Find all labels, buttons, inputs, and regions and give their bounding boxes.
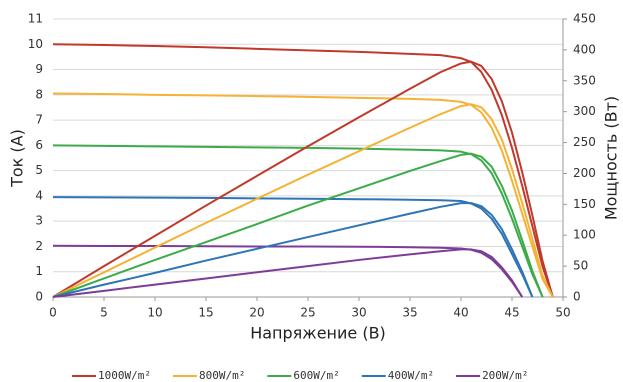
y-tick-label: 7 bbox=[35, 113, 43, 127]
y-tick-label: 10 bbox=[28, 37, 43, 51]
y2-tick-label: 150 bbox=[573, 197, 596, 211]
x-tick-label: 15 bbox=[198, 306, 213, 320]
y-tick-label: 0 bbox=[35, 290, 43, 304]
x-tick-label: 25 bbox=[300, 306, 315, 320]
legend-label: 800W/m² bbox=[199, 369, 245, 382]
y-tick-label: 4 bbox=[35, 188, 43, 202]
x-tick-label: 35 bbox=[402, 306, 417, 320]
y2-tick-label: 350 bbox=[573, 73, 596, 87]
y-tick-label: 5 bbox=[35, 163, 43, 177]
series-line bbox=[52, 60, 554, 298]
series-line bbox=[52, 248, 524, 298]
x-tick-label: 30 bbox=[351, 306, 366, 320]
series-line bbox=[52, 92, 554, 298]
legend-label: 600W/m² bbox=[293, 369, 339, 382]
y2-tick-label: 300 bbox=[573, 104, 596, 118]
y2-tick-label: 50 bbox=[573, 259, 588, 273]
x-tick-label: 5 bbox=[100, 306, 108, 320]
x-tick-label: 50 bbox=[555, 306, 570, 320]
series-line bbox=[52, 43, 554, 298]
y-tick-label: 3 bbox=[35, 214, 43, 228]
series-line bbox=[52, 244, 524, 298]
y-tick-label: 2 bbox=[35, 239, 43, 253]
y-tick-label: 9 bbox=[35, 62, 43, 76]
y-tick-label: 8 bbox=[35, 87, 43, 101]
y2-tick-label: 400 bbox=[573, 42, 596, 56]
y2-tick-label: 250 bbox=[573, 135, 596, 149]
y-tick-label: 11 bbox=[28, 12, 43, 26]
y2-tick-label: 100 bbox=[573, 228, 596, 242]
series-line bbox=[52, 103, 554, 298]
y2-tick-label: 200 bbox=[573, 166, 596, 180]
series-line bbox=[52, 144, 544, 298]
y-tick-label: 1 bbox=[35, 264, 43, 278]
y2-axis-title: Мощность (Вт) bbox=[602, 96, 621, 220]
y-tick-label: 6 bbox=[35, 138, 43, 152]
x-tick-label: 0 bbox=[49, 306, 57, 320]
x-tick-label: 20 bbox=[249, 306, 264, 320]
legend-label: 1000W/m² bbox=[98, 369, 151, 382]
x-tick-label: 10 bbox=[147, 306, 162, 320]
series-line bbox=[52, 196, 534, 298]
x-tick-label: 40 bbox=[453, 306, 468, 320]
x-axis-title: Напряжение (B) bbox=[250, 324, 386, 343]
series-line bbox=[52, 202, 534, 298]
series-line bbox=[52, 152, 544, 298]
x-tick-label: 45 bbox=[504, 306, 519, 320]
legend-label: 400W/m² bbox=[388, 369, 434, 382]
y2-tick-label: 450 bbox=[573, 12, 596, 26]
y2-tick-label: 0 bbox=[573, 290, 581, 304]
legend-label: 200W/m² bbox=[482, 369, 528, 382]
y-axis-title: Ток (A) bbox=[8, 129, 27, 188]
